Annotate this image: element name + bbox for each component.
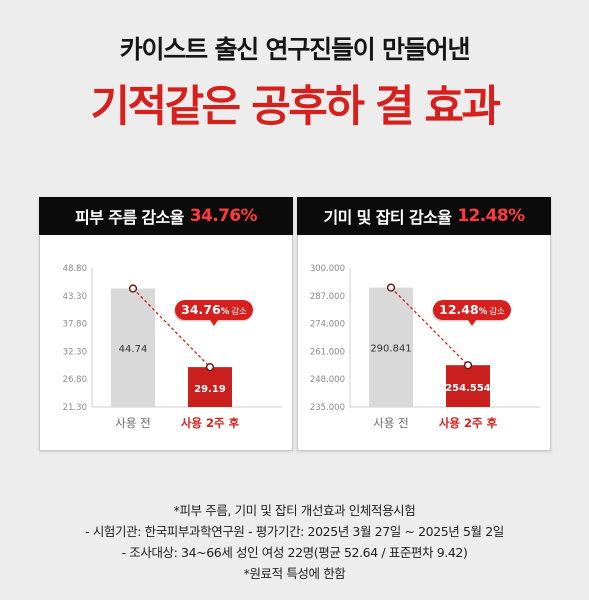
callout-unit: %: [479, 307, 488, 317]
y-tick-label: 21.30: [63, 403, 87, 413]
callout-value: 34.76: [181, 302, 221, 317]
bar: [111, 288, 155, 407]
data-point: [128, 284, 138, 293]
callout-value: 12.48: [439, 302, 479, 317]
chart-title-percent: 34.76%: [189, 206, 258, 226]
callout-pointer: [210, 320, 218, 326]
x-category-label: 사용 2주 후: [439, 416, 498, 430]
y-tick-label: 274.000: [310, 320, 345, 330]
callout-bubble: [433, 300, 511, 320]
chart-title-percent: 12.48%: [457, 206, 525, 226]
data-point: [463, 361, 473, 370]
footnote-line: *피부 주름, 기미 및 잡티 개선효과 인체적용시험: [173, 503, 416, 518]
chart-header: 기미 및 잡티 감소율 12.48%: [297, 197, 551, 235]
x-category-label: 사용 2주 후: [181, 416, 240, 430]
trend-line: [390, 287, 469, 366]
x-category-label: 사용 전: [373, 416, 408, 430]
footnote-line: *원료적 특성에 한함: [243, 566, 346, 581]
bar-value-label: 44.74: [119, 344, 148, 355]
headline-subtitle: 카이스트 출신 연구진들이 만들어낸: [119, 35, 471, 64]
callout-text: 34.76% 감소: [181, 302, 247, 317]
reduction-callout: 34.76% 감소: [174, 300, 253, 326]
callout-suffix: 감소: [489, 306, 505, 317]
y-tick-label: 32.30: [63, 347, 87, 357]
y-tick-label: 48.80: [63, 264, 87, 274]
bar-value-label: 290.841: [370, 343, 411, 354]
spot-bar-chart: 300.000 287.000 274.000 261.000 248.000 235.0…: [310, 264, 540, 430]
bar-value-label: 29.19: [194, 384, 226, 395]
callout-suffix: 감소: [231, 306, 247, 317]
bar: [188, 367, 232, 407]
data-point: [386, 283, 396, 292]
footnote-line: - 시험기관: 한국피부과학연구원 - 평가기간: 2025년 3월 27일 ~…: [85, 524, 504, 539]
headline-title: 기적같은 공후하 결 효과: [90, 82, 501, 132]
y-tick-label: 26.80: [63, 375, 87, 385]
bar: [369, 287, 413, 407]
reduction-callout: 12.48% 감소: [432, 300, 511, 326]
y-tick-label: 235.000: [310, 403, 345, 413]
callout-text: 12.48% 감소: [439, 302, 505, 317]
trend-line: [132, 288, 211, 368]
callout-pointer: [468, 320, 476, 326]
y-tick-label: 300.000: [310, 264, 345, 274]
chart-title: 기미 및 잡티 감소율: [323, 208, 452, 227]
x-category-label: 사용 전: [115, 416, 150, 430]
y-tick-label: 261.000: [310, 347, 345, 357]
callout-bubble: [175, 300, 253, 320]
bar: [446, 365, 490, 407]
spot-chart-card: 기미 및 잡티 감소율 12.48% 300.000 287.000 274.000…: [297, 197, 551, 451]
callout-unit: %: [221, 307, 230, 317]
chart-header: 피부 주름 감소율 34.76%: [39, 197, 293, 235]
y-tick-label: 37.80: [63, 320, 87, 330]
wrinkle-chart-card: 피부 주름 감소율 34.76% 48.80 43.30 37.80 32.30 26.…: [39, 197, 293, 451]
data-point: [205, 363, 215, 372]
wrinkle-bar-chart: 48.80 43.30 37.80 32.30 26.80 21.30 44.74 사용 전 2…: [63, 264, 282, 430]
y-tick-label: 287.000: [310, 292, 345, 302]
chart-title: 피부 주름 감소율: [75, 208, 184, 227]
y-tick-label: 43.30: [63, 292, 87, 302]
footnote-line: - 조사대상: 34~66세 성인 여성 22명(평균 52.64 / 표준편차…: [121, 545, 468, 560]
y-tick-label: 248.000: [310, 375, 345, 385]
bar-value-label: 254.554: [445, 383, 491, 394]
